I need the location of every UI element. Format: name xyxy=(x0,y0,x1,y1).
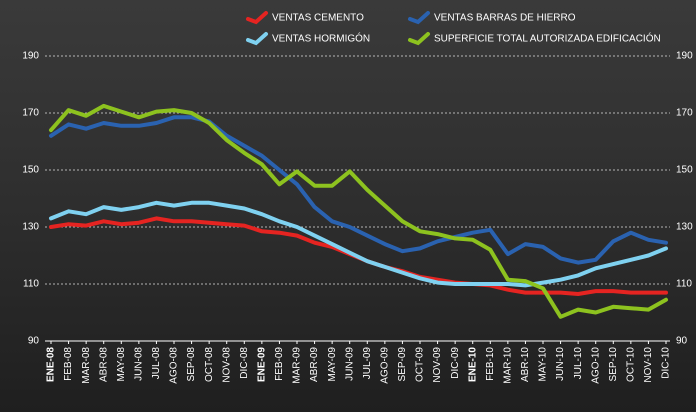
x-tick-label: DIC-09 xyxy=(450,347,461,379)
y2-tick-label: 130 xyxy=(676,222,693,233)
x-tick-label: MAR-09 xyxy=(292,347,303,384)
x-tick-label: MAY-10 xyxy=(538,347,549,382)
y2-tick-label: 190 xyxy=(676,51,693,62)
y-tick-label: 170 xyxy=(22,108,39,119)
x-tick-label: NOV-08 xyxy=(221,347,232,383)
legend-label: SUPERFICIE TOTAL AUTORIZADA EDIFICACIÓN xyxy=(434,32,661,45)
x-tick-label: SEP-09 xyxy=(397,347,408,382)
x-tick-label: JUN-08 xyxy=(133,347,144,381)
y-tick-label: 110 xyxy=(23,279,39,290)
y-tick-label: 130 xyxy=(22,222,39,233)
x-tick-label: NOV-10 xyxy=(643,347,654,383)
x-tick-label: JUN-09 xyxy=(344,347,355,381)
x-tick-label: AGO-09 xyxy=(379,347,390,384)
x-tick-label: JUN-10 xyxy=(555,347,566,381)
x-tick-label: MAY-08 xyxy=(116,347,127,382)
x-tick-label: AGO-08 xyxy=(169,347,180,384)
y2-tick-label: 170 xyxy=(676,108,693,119)
x-tick-label: DIC-10 xyxy=(661,347,672,379)
legend-label: VENTAS HORMIGÓN xyxy=(272,32,370,45)
x-tick-label: ABR-10 xyxy=(520,347,531,382)
x-tick-label: FEB-08 xyxy=(63,347,74,381)
x-tick-label: FEB-09 xyxy=(274,347,285,381)
chart: 90 90 110 110 130 130 150 150 170 170 190 190 ENE-08… xyxy=(0,0,696,412)
y2-tick-label: 150 xyxy=(676,165,693,176)
x-tick-label: ENE-10 xyxy=(467,347,478,382)
x-tick-label: MAR-08 xyxy=(81,347,92,384)
x-tick-label: ENE-09 xyxy=(256,347,267,382)
x-tick-label: OCT-10 xyxy=(625,347,636,382)
x-tick-label: SEP-08 xyxy=(186,347,197,382)
x-tick-label: DIC-08 xyxy=(239,347,250,379)
x-tick-label: OCT-08 xyxy=(204,347,215,382)
y2-tick-label: 110 xyxy=(676,279,692,290)
y2-tick-label: 90 xyxy=(676,336,688,347)
x-tick-label: MAR-10 xyxy=(502,347,513,384)
x-tick-label: JUL-10 xyxy=(573,347,584,380)
x-tick-label: SEP-10 xyxy=(608,347,619,382)
x-tick-label: ENE-08 xyxy=(46,347,57,382)
x-tick-label: OCT-09 xyxy=(415,347,426,382)
y-tick-label: 150 xyxy=(22,165,39,176)
x-tick-label: AGO-10 xyxy=(590,347,601,384)
x-tick-label: MAY-09 xyxy=(327,347,338,382)
x-tick-label: NOV-09 xyxy=(432,347,443,383)
x-tick-label: ABR-08 xyxy=(98,347,109,382)
y-tick-label: 90 xyxy=(28,336,40,347)
x-tick-label: JUL-08 xyxy=(151,347,162,380)
x-tick-label: JUL-09 xyxy=(362,347,373,380)
legend-label: VENTAS CEMENTO xyxy=(272,13,364,24)
legend-label: VENTAS BARRAS DE HIERRO xyxy=(434,13,576,24)
x-tick-label: ABR-09 xyxy=(309,347,320,382)
x-tick-label: FEB-10 xyxy=(485,347,496,381)
y-tick-label: 190 xyxy=(22,51,39,62)
